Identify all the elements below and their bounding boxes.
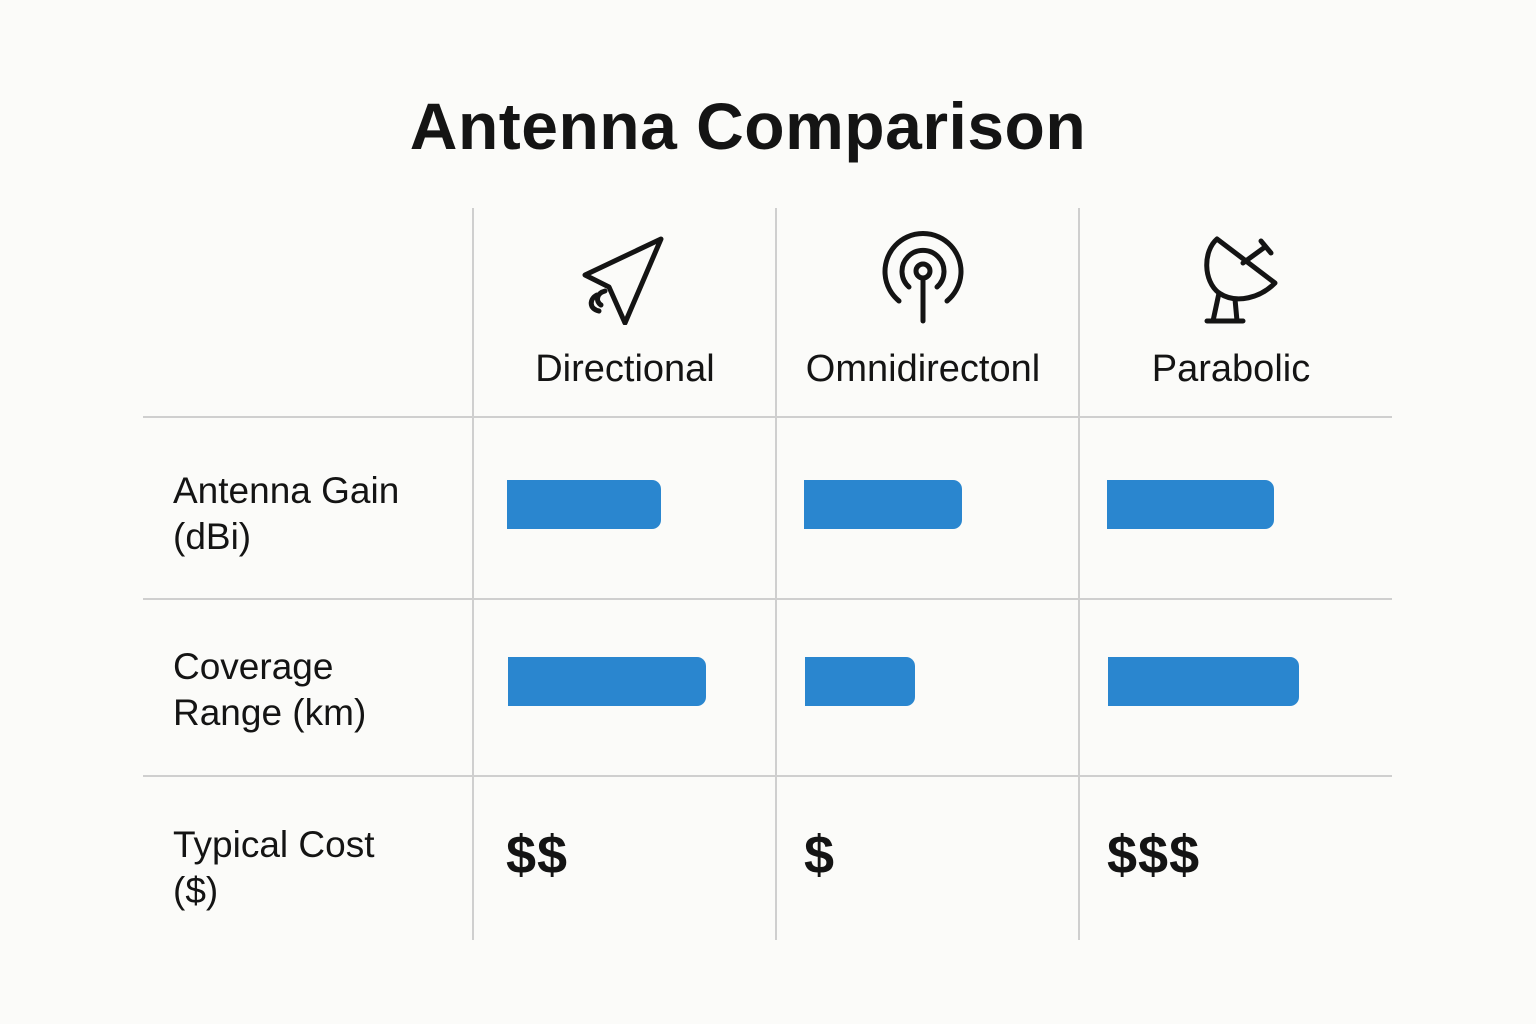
bar-gain-directional <box>507 480 661 529</box>
row-divider-3 <box>143 775 1392 777</box>
omnidirectional-antenna-icon <box>882 231 964 324</box>
parabolic-dish-icon <box>1204 236 1278 324</box>
row-divider-2 <box>143 598 1392 600</box>
column-label: Parabolic <box>1151 348 1311 390</box>
page-title: Antenna Comparison <box>409 89 1087 163</box>
row-divider-1 <box>143 416 1392 418</box>
directional-antenna-icon <box>582 236 664 325</box>
cost-parabolic: $$$ <box>1107 825 1201 885</box>
row-label-typical-cost: Typical Cost ($) <box>173 824 375 911</box>
bar-range-directional <box>508 657 706 706</box>
column-divider-3 <box>1078 208 1080 940</box>
column-header-omnidirectional: Omnidirectonl <box>773 225 1073 405</box>
row-label-antenna-gain: Antenna Gain (dBi) <box>173 470 400 557</box>
row-label-coverage-range: Coverage Range (km) <box>173 646 367 733</box>
bar-gain-omnidirectional <box>804 480 962 529</box>
cost-omnidirectional: $ <box>804 825 836 885</box>
column-header-directional: Directional <box>475 225 775 405</box>
column-divider-1 <box>472 208 474 940</box>
cost-directional: $$ <box>506 825 569 885</box>
bar-range-omnidirectional <box>805 657 915 706</box>
bar-gain-parabolic <box>1107 480 1274 529</box>
column-label: Directional <box>535 348 715 390</box>
bar-range-parabolic <box>1108 657 1299 706</box>
column-divider-2 <box>775 208 777 940</box>
column-label: Omnidirectonl <box>805 348 1041 390</box>
column-header-parabolic: Parabolic <box>1081 225 1381 405</box>
